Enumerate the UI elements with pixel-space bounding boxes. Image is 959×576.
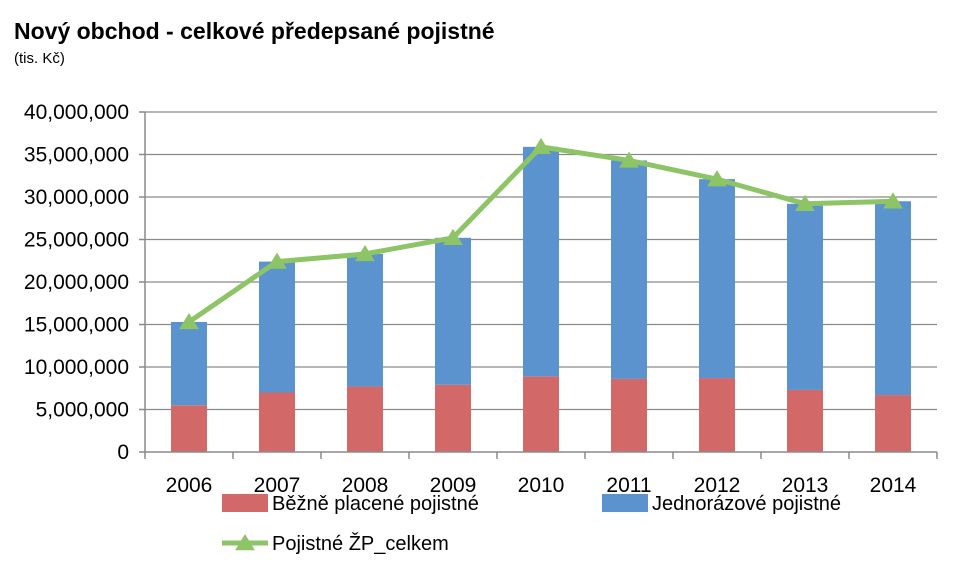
x-tick-label: 2008 — [342, 474, 389, 497]
x-tick-label: 2006 — [166, 474, 213, 497]
y-tick-label: 10,000,000 — [24, 356, 129, 379]
x-tick-label: 2009 — [430, 474, 477, 497]
legend-label: Běžně placené pojistné — [272, 493, 479, 515]
legend-marker — [235, 534, 255, 551]
y-tick-label: 0 — [117, 441, 129, 464]
legend-swatch — [602, 494, 648, 512]
bar-segment-series-1 — [435, 237, 471, 385]
axes — [139, 111, 938, 459]
bar-segment-series-1 — [699, 179, 735, 379]
line-point-marker — [619, 151, 639, 168]
y-tick-label: 35,000,000 — [24, 144, 129, 167]
bar-segment-series-0 — [523, 376, 559, 452]
x-tick-labels: 2006 2007 2008 2009 2010 2011 2012 2013 2014 — [166, 474, 917, 497]
bar-segment-series-1 — [523, 146, 559, 377]
line-point-marker — [267, 252, 287, 269]
y-tick-label: 15,000,000 — [24, 314, 129, 337]
bar-segment-series-1 — [611, 160, 647, 379]
line-point-marker — [179, 312, 199, 330]
bar-segment-series-0 — [259, 392, 295, 452]
line-point-marker — [531, 137, 551, 155]
y-tick-label: 5,000,000 — [36, 399, 129, 422]
legend: Běžně placené pojistné Jednorázové pojist… — [222, 493, 841, 555]
x-tick-label: 2010 — [518, 474, 565, 497]
bar-segment-series-0 — [875, 395, 911, 452]
x-tick-label: 2007 — [254, 474, 301, 497]
legend-swatch — [222, 494, 268, 512]
bar-segment-series-0 — [171, 405, 207, 452]
y-tick-label: 40,000,000 — [24, 101, 129, 124]
y-tick-label: 20,000,000 — [24, 271, 129, 294]
bar-segment-series-1 — [875, 201, 911, 396]
legend-label: Jednorázové pojistné — [652, 493, 841, 515]
x-tick-label: 2013 — [782, 474, 829, 497]
y-tick-labels: 0 5,000,000 10,000,000 15,000,000 20,000,000… — [24, 101, 129, 464]
bar-segment-series-0 — [435, 384, 471, 452]
y-tick-label: 30,000,000 — [24, 186, 129, 209]
line-point-marker — [355, 244, 375, 262]
line-point-marker — [707, 170, 727, 187]
x-tick-label: 2011 — [606, 474, 651, 497]
bar-segment-series-0 — [347, 386, 383, 452]
legend-label: Pojistné ŽP_celkem — [272, 532, 449, 555]
chart-title: Nový obchod - celkové předepsané pojistn… — [14, 18, 495, 44]
total-line — [179, 137, 903, 330]
bar-segment-series-1 — [171, 321, 207, 406]
line-point-marker — [443, 228, 463, 245]
x-tick-label: 2014 — [870, 474, 917, 497]
y-tick-label: 25,000,000 — [24, 229, 129, 252]
bar-segment-series-1 — [787, 203, 823, 390]
x-tick-label: 2012 — [694, 474, 741, 497]
bar-segment-series-0 — [787, 389, 823, 452]
line-point-marker — [795, 194, 815, 211]
line-point-marker — [883, 192, 903, 209]
bars — [171, 146, 911, 452]
bar-segment-series-0 — [611, 378, 647, 452]
bar-segment-series-0 — [699, 378, 735, 452]
bar-segment-series-1 — [259, 261, 295, 393]
chart-subtitle: (tis. Kč) — [14, 50, 65, 67]
bar-segment-series-1 — [347, 253, 383, 387]
